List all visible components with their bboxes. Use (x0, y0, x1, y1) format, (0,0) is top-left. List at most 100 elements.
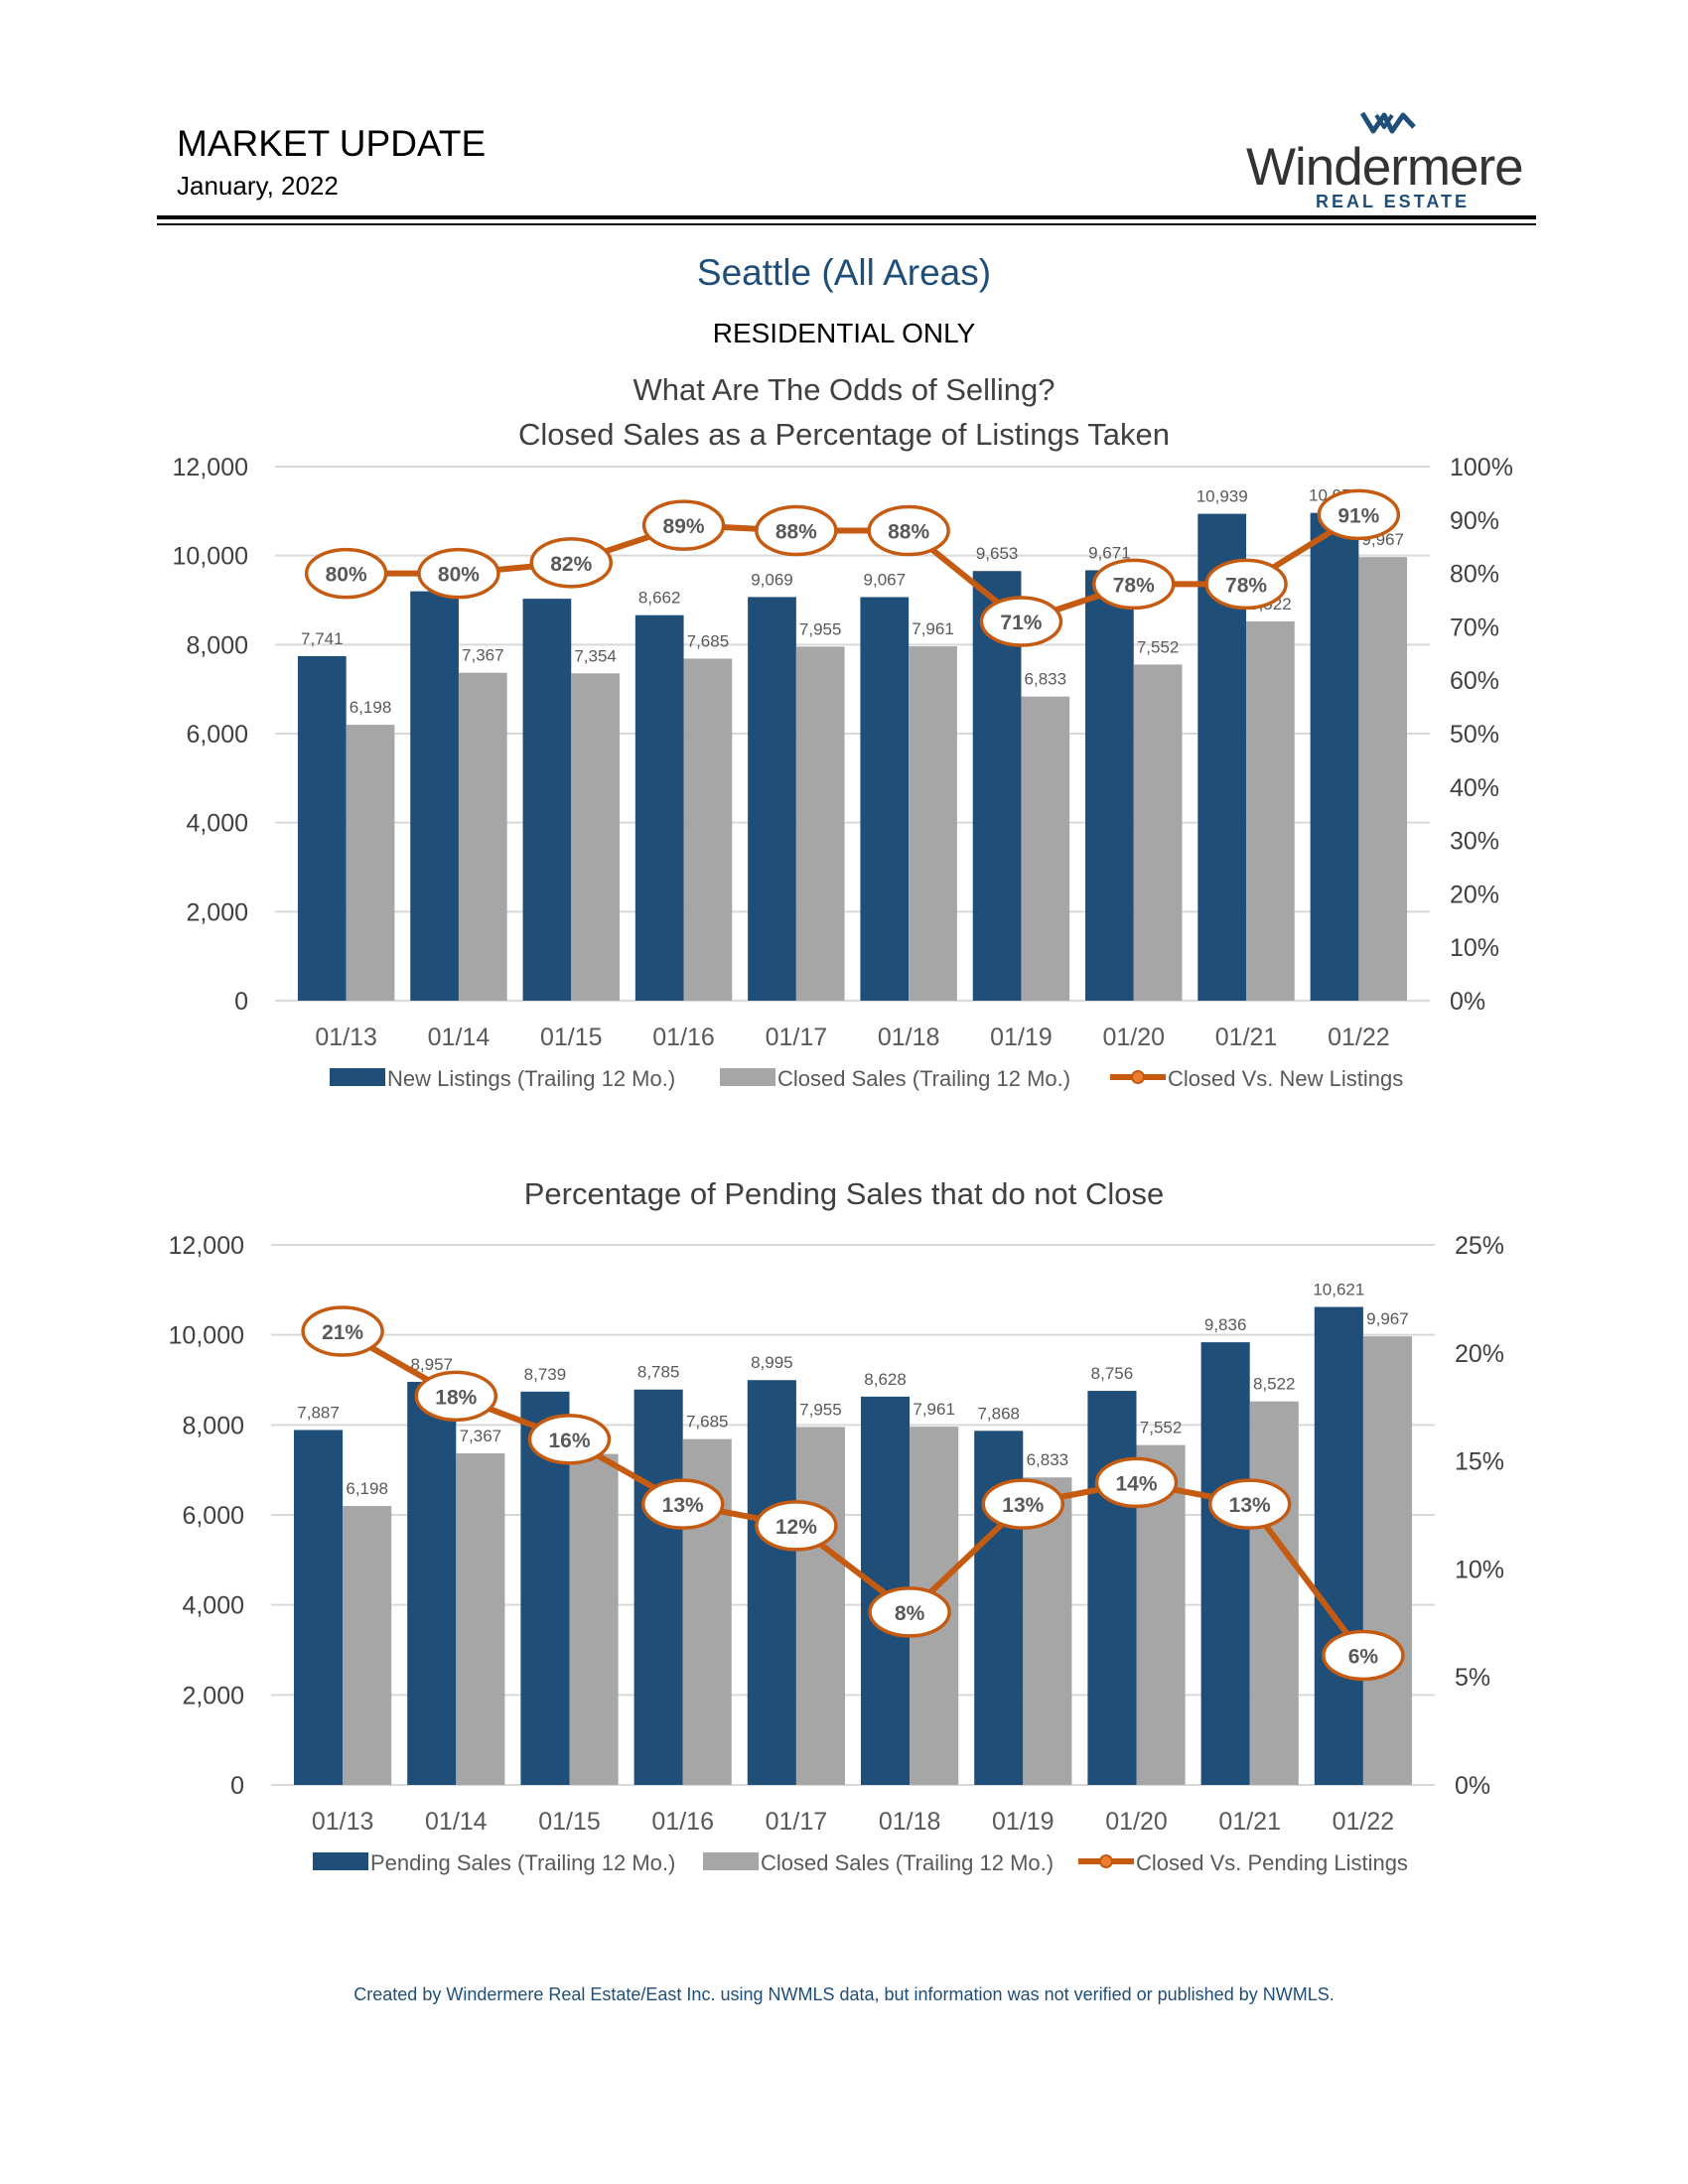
chart2-line-point-label: 21% (322, 1321, 363, 1344)
chart1-line-point-label: 78% (1225, 574, 1267, 597)
header-rule-thick (157, 215, 1536, 219)
chart2-line-point-callout (755, 1500, 838, 1552)
chart2-category-label: 01/14 (425, 1808, 488, 1836)
chart1-bar-primary (634, 614, 684, 1001)
chart1-line-point-label: 91% (1337, 504, 1379, 527)
chart1-bar-secondary-label: 7,685 (687, 631, 730, 650)
footer-note: Created by Windermere Real Estate/East I… (353, 1984, 1335, 2004)
chart2-bar-primary (407, 1381, 457, 1785)
chart2-left-tick-label: 10,000 (169, 1322, 244, 1350)
header-rule-thin (157, 223, 1536, 225)
chart1-category-label: 01/19 (990, 1024, 1053, 1051)
chart2-bar-primary-label: 8,957 (410, 1355, 453, 1374)
chart1-bar-secondary (1133, 664, 1183, 1001)
chart1-bar-secondary (795, 646, 845, 1001)
chart1-left-tick-label: 12,000 (173, 454, 248, 481)
chart1-line-point-callout (867, 504, 950, 557)
chart2-left-tick-label: 8,000 (182, 1412, 244, 1439)
chart2-category-label: 01/15 (538, 1808, 601, 1836)
chart2-left-tick-label: 6,000 (182, 1502, 244, 1530)
chart1-right-tick-label: 0% (1450, 988, 1485, 1016)
chart1-bar-primary-label: 9,067 (864, 570, 907, 589)
chart1-line-point-callout (755, 504, 838, 557)
chart2-bar-primary-label: 8,628 (864, 1370, 907, 1389)
chart1-legend-label: Closed Vs. New Listings (1168, 1066, 1403, 1091)
chart1-left-tick-label: 4,000 (186, 810, 248, 838)
chart1-bar-primary-label: 7,741 (301, 629, 344, 648)
chart1-bar-primary (748, 597, 796, 1001)
chart2-category-label: 01/18 (879, 1808, 941, 1836)
chart2-bar-secondary-label: 6,198 (346, 1479, 388, 1498)
chart2-bar-primary (633, 1389, 683, 1785)
chart1-bar-secondary (1246, 620, 1295, 1001)
chart1-title-line2: Closed Sales as a Percentage of Listings… (518, 417, 1170, 452)
chart1-bar-secondary-label: 6,833 (1025, 670, 1067, 689)
chart1-left-tick-label: 6,000 (186, 721, 248, 749)
chart1-bar-primary-label: 9,671 (1088, 543, 1131, 562)
chart1-bar-primary-label: 10,939 (1196, 487, 1248, 506)
chart2-bar-secondary-label: 6,833 (1027, 1450, 1069, 1469)
chart1-bar-secondary-label: 6,198 (350, 698, 392, 717)
chart2-bar-secondary-label: 8,522 (1253, 1375, 1296, 1394)
chart2-line-point-callout (640, 1478, 725, 1530)
chart2-category-label: 01/22 (1333, 1808, 1395, 1836)
report-title: MARKET UPDATE (177, 123, 487, 164)
chart1-bar-secondary-label: 7,552 (1137, 637, 1180, 656)
chart2-line-point-callout (868, 1586, 951, 1638)
chart1-category-label: 01/20 (1102, 1024, 1165, 1051)
chart1-right-tick-label: 80% (1450, 561, 1499, 589)
chart2-line-point-label: 13% (1002, 1494, 1044, 1517)
chart1-legend-label: New Listings (Trailing 12 Mo.) (387, 1066, 675, 1091)
chart1-left-tick-label: 0 (234, 988, 248, 1016)
chart1-legend-swatch (330, 1068, 385, 1086)
chart2-bar-secondary-label: 7,961 (913, 1400, 955, 1419)
chart1-left-tick-label: 8,000 (186, 631, 248, 659)
chart2-right-tick-label: 5% (1455, 1664, 1490, 1692)
chart2-left-tick-label: 4,000 (182, 1592, 244, 1620)
chart2-bar-primary-label: 9,836 (1204, 1315, 1247, 1334)
chart2-legend-swatch (313, 1852, 368, 1870)
chart2-line-point-label: 13% (662, 1494, 704, 1517)
chart1-bar-secondary-label: 7,961 (912, 619, 954, 638)
chart1-bar-secondary (1021, 696, 1070, 1001)
chart2-left-tick-label: 0 (230, 1772, 244, 1800)
chart1-bar-secondary (683, 658, 733, 1001)
chart1-right-tick-label: 10% (1450, 934, 1499, 962)
chart2-bar-primary-label: 8,756 (1091, 1364, 1134, 1383)
chart2-title: Percentage of Pending Sales that do not … (0, 1171, 1688, 1216)
chart2-bar-secondary-label: 9,967 (1366, 1309, 1409, 1328)
chart2-bar-secondary (456, 1453, 505, 1785)
chart2-line-point-callout (1207, 1478, 1292, 1530)
chart2-legend-label: Pending Sales (Trailing 12 Mo.) (370, 1850, 675, 1875)
chart2-bar-primary (1087, 1391, 1137, 1785)
chart2-line-point-callout (1322, 1629, 1405, 1682)
chart2-bar-secondary (1362, 1336, 1413, 1785)
chart2-line-point-label: 18% (435, 1386, 477, 1409)
chart1-title: What Are The Odds of Selling? Closed Sal… (0, 367, 1688, 457)
chart2-line-point-callout (414, 1370, 498, 1423)
chart1-left-tick-label: 2,000 (186, 898, 248, 926)
chart1-bar-secondary (909, 646, 957, 1001)
chart2-bar-secondary-label: 7,685 (686, 1413, 729, 1432)
chart1-category-label: 01/16 (652, 1024, 715, 1051)
chart1-line-point-label: 80% (326, 564, 367, 587)
chart2-line-series (341, 1328, 1366, 1658)
chart2-right-tick-label: 25% (1455, 1232, 1504, 1260)
chart1-right-tick-label: 60% (1450, 667, 1499, 695)
chart1-right-tick-label: 70% (1450, 614, 1499, 641)
chart1-legend-marker (1131, 1070, 1145, 1084)
chart1-line-point-label: 88% (888, 521, 929, 544)
chart1-bar-primary-label: 8,662 (638, 589, 681, 608)
chart2-bar-secondary (569, 1453, 619, 1785)
chart2-line-point-label: 6% (1348, 1645, 1379, 1668)
chart2-right-tick-label: 15% (1455, 1448, 1504, 1476)
chart2-bar-secondary-label: 7,552 (1140, 1419, 1183, 1437)
chart2-line-point-callout (527, 1414, 612, 1465)
chart1-category-label: 01/15 (540, 1024, 603, 1051)
chart2-line-point-label: 16% (548, 1430, 590, 1452)
chart1-bar-secondary (1358, 557, 1408, 1001)
chart2-line-point-label: 14% (1115, 1472, 1157, 1495)
chart1-right-tick-label: 90% (1450, 507, 1499, 535)
chart1-line-point-callout (979, 596, 1063, 647)
chart1-bar-primary (1310, 512, 1359, 1001)
